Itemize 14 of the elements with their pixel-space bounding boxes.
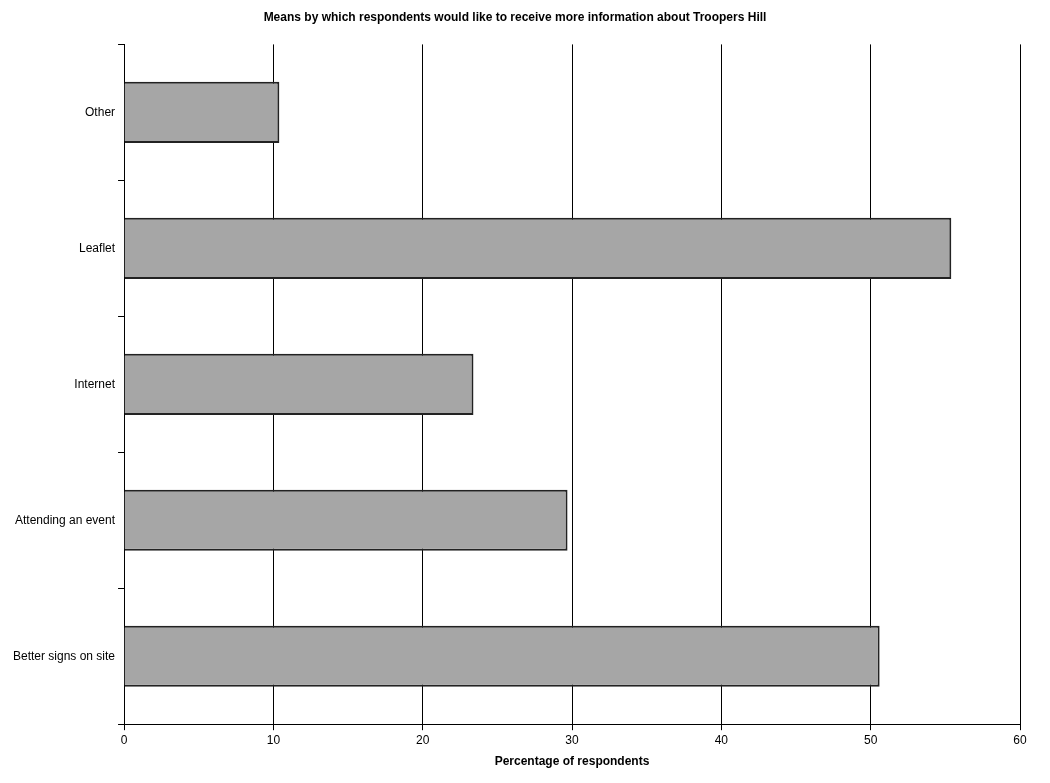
chart-title: Means by which respondents would like to receive more information about Troopers Hill [263, 9, 767, 24]
x-tick-label: 20 [416, 732, 430, 747]
x-tick-label: 10 [266, 732, 281, 747]
y-tick-label: Attending an event [14, 512, 116, 527]
y-tick-label: Leaflet [79, 240, 116, 255]
y-tick-label: Better signs on site [12, 648, 116, 663]
x-tick-label: 0 [120, 732, 128, 747]
x-tick-label: 50 [864, 732, 878, 747]
y-tick-label: Internet [74, 376, 116, 391]
x-axis-title: Percentage of respondents [494, 754, 650, 769]
x-tick-label: 30 [565, 732, 580, 747]
x-tick-label: 40 [714, 732, 729, 747]
x-tick-label: 60 [1013, 732, 1027, 747]
y-tick-label: Other [85, 104, 116, 119]
